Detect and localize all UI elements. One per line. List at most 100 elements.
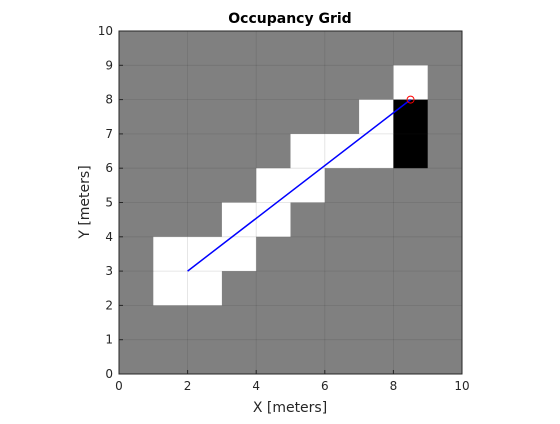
grid-cell xyxy=(324,31,360,66)
x-tick-label: 4 xyxy=(252,379,260,393)
grid-cell xyxy=(427,65,463,101)
grid-cell xyxy=(119,339,154,375)
grid-cell xyxy=(393,339,429,375)
grid-cell xyxy=(393,202,429,238)
grid-cell xyxy=(359,31,394,66)
grid-cell xyxy=(427,339,463,375)
grid-cell xyxy=(290,271,326,306)
grid-cell xyxy=(187,339,223,375)
grid-cell xyxy=(119,305,154,341)
endpoint-marker xyxy=(406,95,415,104)
grid-cell xyxy=(427,168,463,203)
grid-cell xyxy=(324,271,360,306)
grid-cell xyxy=(221,236,257,272)
grid-cell xyxy=(256,339,291,375)
y-tick-label: 3 xyxy=(105,264,113,278)
grid-cell xyxy=(187,65,223,101)
y-tick-label: 9 xyxy=(105,58,113,72)
y-tick-label: 4 xyxy=(105,230,113,244)
grid-cell xyxy=(221,339,257,375)
x-axis-label: X [meters] xyxy=(253,400,327,416)
grid-cell xyxy=(359,339,394,375)
grid-cell xyxy=(153,31,189,66)
y-tick-label: 0 xyxy=(105,367,113,381)
grid-cell xyxy=(359,168,394,203)
grid-cell xyxy=(221,133,257,169)
grid-cell xyxy=(324,99,360,135)
grid-cell xyxy=(153,168,189,203)
grid-cell xyxy=(427,305,463,341)
grid-cell xyxy=(119,168,154,203)
grid-cell xyxy=(119,271,154,306)
grid-cell xyxy=(393,168,429,203)
grid-cell xyxy=(290,168,326,203)
grid-cell xyxy=(324,236,360,272)
grid-cell xyxy=(153,271,189,306)
grid-cell xyxy=(324,305,360,341)
grid-cell xyxy=(256,305,291,341)
grid-cell xyxy=(290,133,326,169)
grid-cell xyxy=(290,31,326,66)
grid-cell xyxy=(324,202,360,238)
grid-cell xyxy=(393,305,429,341)
ray-line xyxy=(187,99,412,272)
grid-cell xyxy=(221,99,257,135)
y-tick-label: 10 xyxy=(98,24,113,38)
grid-cell xyxy=(427,271,463,306)
grid-cell xyxy=(256,202,291,238)
grid-cell xyxy=(221,31,257,66)
y-tick-label: 6 xyxy=(105,161,113,175)
grid-cell xyxy=(221,305,257,341)
grid-cell xyxy=(359,65,394,101)
grid-cell xyxy=(290,305,326,341)
grid-cell xyxy=(119,133,154,169)
grid-cell xyxy=(153,65,189,101)
grid-cell xyxy=(187,305,223,341)
grid-cell xyxy=(256,168,291,203)
y-axis-label: Y [meters] xyxy=(77,165,93,239)
grid-cell xyxy=(324,339,360,375)
grid-cell xyxy=(153,99,189,135)
y-tick-label: 1 xyxy=(105,333,113,347)
grid-cell xyxy=(221,168,257,203)
grid-cell xyxy=(153,202,189,238)
grid-cell xyxy=(393,271,429,306)
grid-cell xyxy=(324,65,360,101)
grid-cell xyxy=(427,202,463,238)
grid-cell xyxy=(324,168,360,203)
grid-cell xyxy=(256,236,291,272)
grid-cell xyxy=(221,65,257,101)
x-tick-label: 10 xyxy=(454,379,469,393)
grid-cell xyxy=(119,236,154,272)
grid-cell xyxy=(427,133,463,169)
grid-cell xyxy=(359,202,394,238)
grid-cell xyxy=(359,236,394,272)
grid-cell xyxy=(119,31,154,66)
grid-cell xyxy=(393,65,429,101)
grid-cell xyxy=(359,305,394,341)
grid-cell xyxy=(290,339,326,375)
grid-cell xyxy=(153,339,189,375)
y-tick-label: 7 xyxy=(105,127,113,141)
grid-cell xyxy=(187,271,223,306)
y-tick-label: 8 xyxy=(105,93,113,107)
grid-cell xyxy=(187,202,223,238)
grid-cell xyxy=(290,236,326,272)
grid-cell xyxy=(427,31,463,66)
grid-cell xyxy=(187,99,223,135)
grid-cell xyxy=(427,99,463,135)
grid-cell xyxy=(187,133,223,169)
grid-cell xyxy=(427,236,463,272)
grid-cell xyxy=(153,236,189,272)
grid-cell xyxy=(256,65,291,101)
grid-cell xyxy=(290,99,326,135)
grid-cell xyxy=(221,271,257,306)
grid-cell xyxy=(256,99,291,135)
grid-cell xyxy=(119,65,154,101)
grid-cell xyxy=(187,168,223,203)
grid-cell xyxy=(256,31,291,66)
grid-cell xyxy=(393,236,429,272)
chart-title: Occupancy Grid xyxy=(228,11,351,27)
y-tick-label: 5 xyxy=(105,196,113,210)
grid-cell xyxy=(256,271,291,306)
